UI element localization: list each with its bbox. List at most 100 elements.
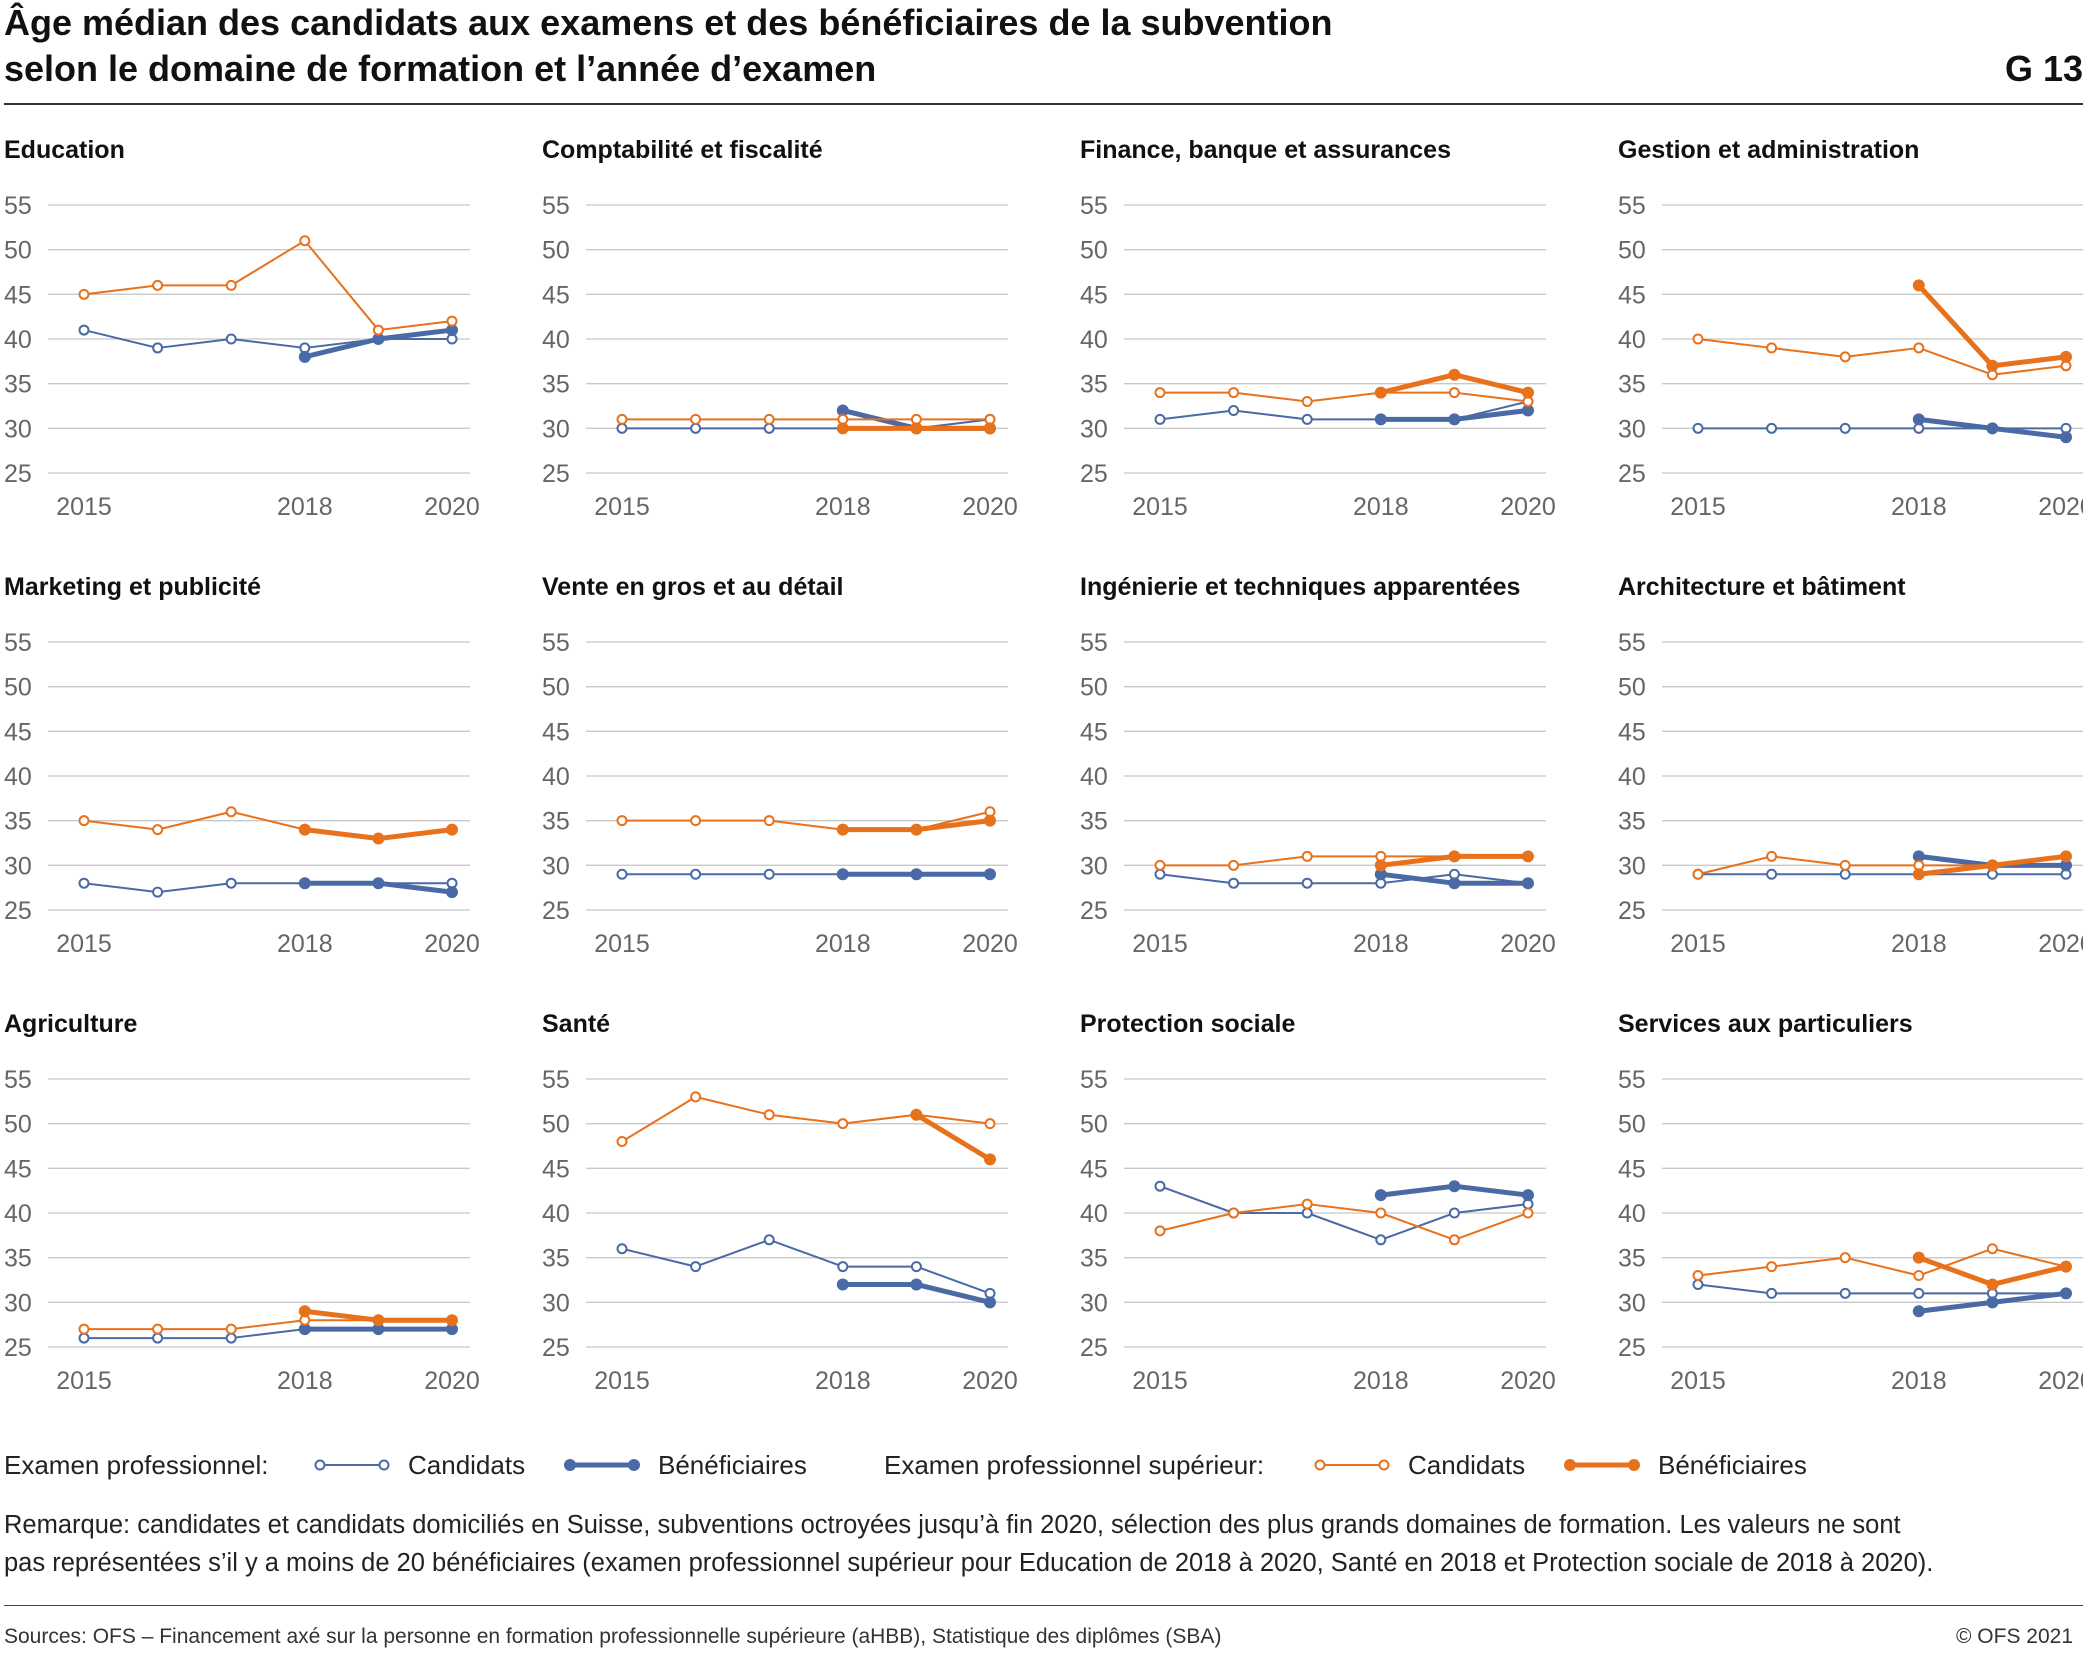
y-tick-label: 55 xyxy=(1618,629,1646,657)
data-point-sup-beneficiaires xyxy=(1912,1251,1925,1264)
y-tick-label: 50 xyxy=(1080,674,1108,702)
data-point-sup-candidats xyxy=(837,1118,849,1130)
data-point-pro-candidats xyxy=(616,1243,628,1255)
series-line-pro-candidats xyxy=(1697,1283,2066,1295)
y-tick-label: 40 xyxy=(542,326,570,354)
data-point-pro-candidats xyxy=(1301,877,1313,889)
x-tick-label: 2020 xyxy=(1500,930,1556,958)
data-point-pro-candidats xyxy=(1154,1180,1166,1192)
y-tick-label: 55 xyxy=(542,629,570,657)
data-point-pro-candidats xyxy=(1692,422,1704,434)
y-tick-label: 40 xyxy=(1080,1200,1108,1228)
data-point-pro-candidats xyxy=(1448,1207,1460,1219)
data-point-pro-candidats xyxy=(225,877,237,889)
x-tick-label: 2018 xyxy=(277,930,333,958)
data-point-sup-candidats xyxy=(616,413,628,425)
data-point-sup-beneficiaires xyxy=(1448,368,1461,381)
data-point-sup-candidats xyxy=(616,815,628,827)
x-tick-label: 2018 xyxy=(815,1367,871,1395)
data-point-pro-beneficiaires xyxy=(836,868,849,881)
y-tick-label: 45 xyxy=(1080,1155,1108,1183)
data-point-sup-candidats xyxy=(690,1091,702,1103)
data-point-sup-candidats xyxy=(763,1109,775,1121)
x-tick-label: 2015 xyxy=(594,930,650,958)
y-tick-label: 25 xyxy=(1080,1334,1108,1362)
x-tick-label: 2018 xyxy=(815,493,871,521)
sources-text: Sources: OFS – Financement axé sur la pe… xyxy=(4,1625,1222,1648)
data-point-sup-candidats xyxy=(78,1323,90,1335)
data-point-pro-beneficiaires xyxy=(836,1278,849,1291)
x-tick-label: 2018 xyxy=(277,1367,333,1395)
data-point-pro-candidats xyxy=(1766,422,1778,434)
x-tick-label: 2018 xyxy=(1353,1367,1409,1395)
y-tick-label: 55 xyxy=(4,192,32,220)
x-tick-label: 2015 xyxy=(56,930,112,958)
y-tick-label: 40 xyxy=(1618,763,1646,791)
legend-label-sup-beneficiaires: Bénéficiaires xyxy=(1658,1450,1807,1480)
remark-note: Remarque: candidates et candidats domici… xyxy=(4,1506,2064,1582)
data-point-pro-beneficiaires xyxy=(1912,850,1925,863)
data-point-sup-beneficiaires xyxy=(1912,279,1925,292)
data-point-sup-candidats xyxy=(690,413,702,425)
data-point-sup-candidats xyxy=(1692,868,1704,880)
y-tick-label: 40 xyxy=(4,326,32,354)
y-tick-label: 30 xyxy=(1618,1289,1646,1317)
data-point-pro-candidats xyxy=(837,1261,849,1273)
data-point-sup-beneficiaires xyxy=(2060,850,2072,863)
data-point-sup-beneficiaires xyxy=(2060,1260,2072,1273)
data-point-pro-candidats xyxy=(763,868,775,880)
data-point-pro-beneficiaires xyxy=(372,1323,385,1336)
legend-group-superieur: Examen professionnel supérieur: xyxy=(884,1450,1265,1480)
data-point-pro-beneficiaires xyxy=(1986,1296,1999,1309)
data-point-pro-candidats xyxy=(1692,1278,1704,1290)
chart-title: Âge médian des candidats aux examens et … xyxy=(4,0,1704,92)
y-tick-label: 35 xyxy=(542,371,570,399)
chart-panel-4: Gestion et administration 25 30 35 40 45 50 55 2… xyxy=(1618,136,2083,521)
data-point-sup-candidats xyxy=(616,1136,628,1148)
data-point-sup-candidats xyxy=(1839,859,1851,871)
data-point-sup-candidats xyxy=(1766,1261,1778,1273)
x-tick-label: 2020 xyxy=(962,930,1018,958)
x-tick-label: 2015 xyxy=(1670,930,1726,958)
y-tick-label: 35 xyxy=(1080,1245,1108,1273)
data-point-pro-candidats xyxy=(1766,1287,1778,1299)
y-tick-label: 30 xyxy=(4,852,32,880)
panel-title: Architecture et bâtiment xyxy=(1618,573,1906,601)
y-tick-label: 30 xyxy=(4,415,32,443)
y-tick-label: 55 xyxy=(4,1066,32,1094)
y-tick-label: 35 xyxy=(1080,808,1108,836)
data-point-pro-candidats xyxy=(910,1261,922,1273)
data-point-sup-beneficiaires xyxy=(298,1305,311,1318)
y-tick-label: 55 xyxy=(1080,192,1108,220)
data-point-sup-candidats xyxy=(690,815,702,827)
panel-title: Protection sociale xyxy=(1080,1010,1295,1038)
chart-panel-6: Vente en gros et au détail 25 30 35 40 45 50 55… xyxy=(542,573,1018,958)
panel-title: Vente en gros et au détail xyxy=(542,573,843,601)
y-tick-label: 25 xyxy=(1080,460,1108,488)
series-line-pro-candidats xyxy=(1159,873,1529,885)
y-tick-label: 45 xyxy=(542,281,570,309)
series-line-sup-candidats xyxy=(83,239,453,332)
data-point-sup-beneficiaires xyxy=(836,422,849,435)
x-tick-label: 2018 xyxy=(1891,493,1947,521)
data-point-pro-candidats xyxy=(763,1234,775,1246)
y-tick-label: 30 xyxy=(1618,415,1646,443)
x-tick-label: 2020 xyxy=(2038,930,2083,958)
series-line-sup-candidats xyxy=(1160,391,1529,403)
y-tick-label: 25 xyxy=(1618,1334,1646,1362)
y-tick-label: 50 xyxy=(4,237,32,265)
data-point-pro-candidats xyxy=(1301,413,1313,425)
remark-line1: Remarque: candidates et candidats domici… xyxy=(4,1511,1901,1539)
panel-title: Gestion et administration xyxy=(1618,136,1919,164)
data-point-pro-beneficiaires xyxy=(1374,413,1387,426)
data-point-sup-candidats xyxy=(1301,1198,1313,1210)
data-point-sup-candidats xyxy=(1522,1207,1534,1219)
data-point-sup-candidats xyxy=(446,315,458,327)
data-point-pro-beneficiaires xyxy=(984,1296,996,1309)
y-tick-label: 25 xyxy=(4,460,32,488)
y-tick-label: 35 xyxy=(4,808,32,836)
data-point-sup-candidats xyxy=(1154,1225,1166,1237)
data-point-sup-beneficiaires xyxy=(910,823,923,836)
chart-panel-10: Santé 25 30 35 40 45 50 55 2015 2018 2020 xyxy=(542,1010,1018,1395)
data-point-sup-candidats xyxy=(1154,859,1166,871)
